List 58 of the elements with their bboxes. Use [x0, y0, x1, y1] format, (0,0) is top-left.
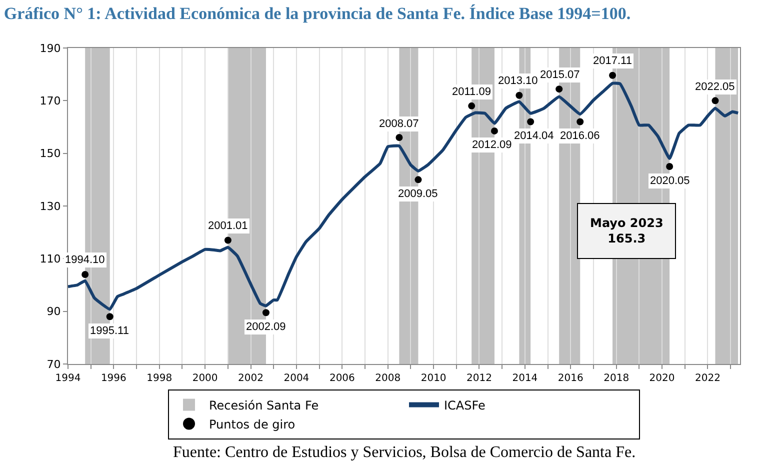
x-tick-label: 2022 [694, 373, 720, 384]
annotation: 2008.07 [379, 118, 419, 130]
y-tick-label: 170 [40, 94, 61, 108]
point [666, 163, 674, 170]
point [106, 313, 114, 320]
point [516, 92, 523, 99]
annotation: 2012.09 [472, 139, 512, 151]
chart-title: Gráfico N° 1: Actividad Económica de la provincia de Santa Fe. Índice Base 1994=100. [4, 4, 631, 24]
point [82, 270, 89, 278]
x-tick-label: 2012 [466, 373, 492, 384]
annotation: 2011.09 [452, 86, 491, 98]
point [224, 236, 232, 244]
point [490, 127, 498, 134]
x-tick-label: 2000 [192, 373, 218, 384]
annotation: 2017.11 [593, 55, 632, 67]
x-tick-label: 2014 [512, 373, 538, 384]
y-tick-label: 110 [40, 252, 61, 266]
annotation: 2001.01 [208, 220, 248, 232]
annotation: 2015.07 [540, 69, 580, 81]
annotation: 1994.10 [65, 254, 105, 266]
x-tick-label: 2010 [420, 373, 446, 384]
y-tick-label: 190 [40, 42, 61, 55]
x-tick-label: 2018 [604, 373, 630, 384]
annotation: 2016.06 [560, 130, 600, 142]
point [556, 86, 563, 93]
annotation: 2009.05 [398, 188, 438, 200]
point [712, 97, 719, 104]
point [414, 176, 422, 184]
point [576, 118, 584, 126]
annotation: 2013.10 [498, 75, 538, 87]
legend-label: Recesión Santa Fe [209, 398, 319, 412]
point [468, 102, 476, 110]
annotation: 2022.05 [695, 81, 735, 93]
x-tick-label: 2006 [329, 373, 355, 384]
y-tick-label: 90 [46, 305, 61, 318]
y-tick-label: 130 [40, 200, 61, 213]
point [262, 309, 270, 316]
annotation: Mayo 2023 165.3 [590, 216, 664, 246]
y-tick-label: 150 [40, 147, 61, 160]
annotation: 2014.04 [514, 130, 554, 142]
x-tick-label: 1996 [100, 373, 126, 384]
point [396, 134, 403, 142]
annotation: 2020.05 [650, 175, 690, 187]
legend-label: Puntos de giro [209, 417, 296, 432]
legend-label: ICASFe [444, 398, 486, 412]
x-tick-label: 2020 [649, 373, 675, 384]
x-tick-label: 1994 [55, 373, 81, 384]
x-tick-label: 1998 [146, 373, 172, 384]
annotation: 2002.09 [246, 321, 286, 333]
annotation: 1995.11 [90, 325, 129, 337]
source-note: Fuente: Centro de Estudios y Servicios, Bolsa de Comercio de Santa Fe. [173, 444, 636, 461]
y-tick-label: 70 [46, 358, 61, 371]
x-tick-label: 2016 [558, 373, 584, 384]
point [609, 72, 616, 79]
x-tick-label: 2004 [284, 373, 310, 384]
x-tick-label: 2002 [238, 373, 264, 384]
point [527, 118, 534, 126]
x-tick-label: 2008 [375, 373, 401, 384]
